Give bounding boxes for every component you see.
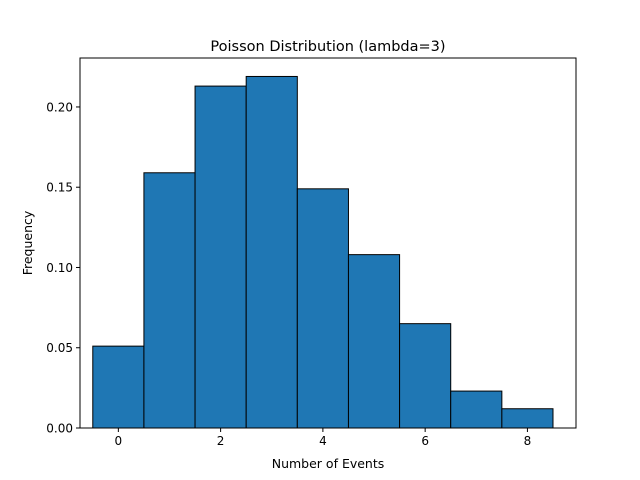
bars-group	[92, 75, 554, 429]
y-axis-label: Frequency	[20, 210, 35, 275]
bar-7	[450, 390, 503, 429]
bar-6	[399, 323, 452, 429]
x-tick-label: 0	[115, 434, 123, 448]
bar-0	[92, 345, 145, 429]
x-axis-label: Number of Events	[272, 456, 385, 471]
chart-title: Poisson Distribution (lambda=3)	[210, 39, 445, 55]
y-tick-label: 0.05	[46, 341, 73, 355]
x-tick-label: 4	[319, 434, 327, 448]
x-tick-label: 6	[421, 434, 429, 448]
y-tick-label: 0.00	[46, 421, 73, 435]
plot-frame	[79, 57, 577, 429]
y-tick-label: 0.10	[46, 261, 73, 275]
bar-4	[296, 188, 349, 429]
y-tick-label: 0.20	[46, 100, 73, 114]
y-axis: 0.00 0.05 0.10 0.15 0.20	[46, 100, 80, 435]
x-axis: 0 2 4 6 8	[115, 428, 532, 448]
y-tick-label: 0.15	[46, 181, 73, 195]
bar-3	[245, 75, 298, 429]
bar-1	[143, 172, 196, 429]
x-tick-label: 2	[217, 434, 225, 448]
bar-2	[194, 85, 247, 429]
bar-5	[347, 254, 401, 429]
bar-8	[501, 408, 554, 429]
x-tick-label: 8	[524, 434, 532, 448]
